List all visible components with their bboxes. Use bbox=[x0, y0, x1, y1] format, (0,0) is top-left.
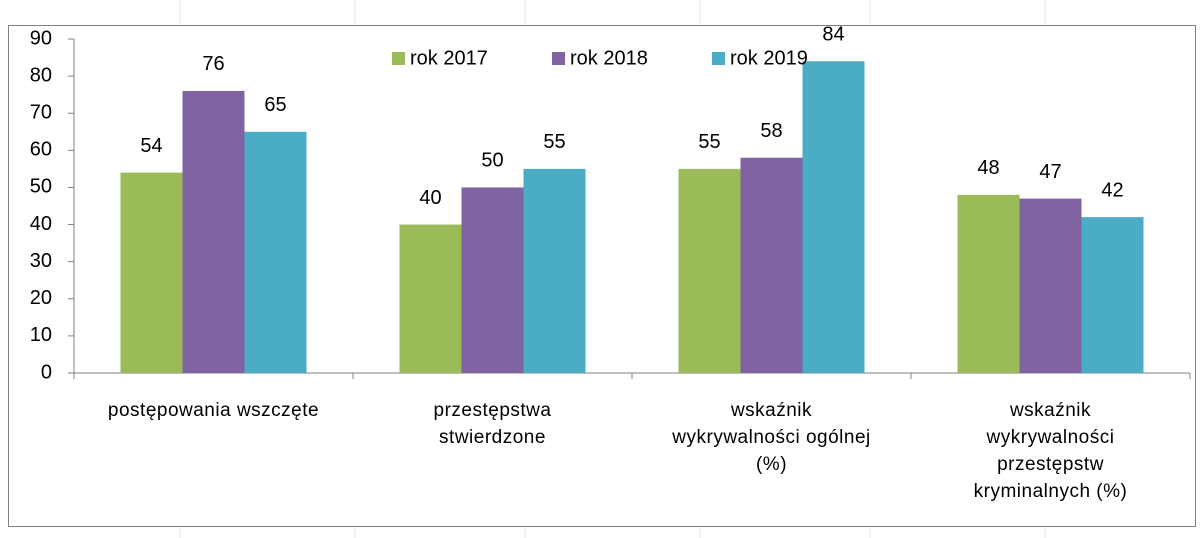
bar bbox=[802, 61, 865, 374]
y-tick-label: 10 bbox=[30, 324, 52, 346]
bar bbox=[1019, 198, 1082, 373]
bar bbox=[244, 131, 307, 373]
y-tick-label: 20 bbox=[30, 287, 52, 309]
bar bbox=[399, 224, 462, 373]
bar bbox=[461, 187, 524, 373]
x-tick-label: przestępstwa stwierdzone bbox=[433, 400, 552, 448]
x-tick-label: wskaźnik wykrywalności przestępstw krymi… bbox=[973, 400, 1128, 502]
y-tick-label: 80 bbox=[30, 64, 52, 86]
bar bbox=[120, 172, 183, 373]
bar bbox=[740, 157, 803, 373]
y-tick-label: 40 bbox=[30, 213, 52, 235]
data-label: 42 bbox=[1101, 179, 1123, 201]
data-label: 47 bbox=[1039, 161, 1061, 183]
data-label: 40 bbox=[419, 187, 441, 209]
legend-label: rok 2017 bbox=[410, 47, 488, 69]
y-tick-label: 50 bbox=[30, 176, 52, 198]
legend-label: rok 2019 bbox=[730, 47, 808, 69]
background-lines bbox=[179, 0, 1046, 538]
data-label: 48 bbox=[977, 157, 999, 179]
bar bbox=[678, 168, 741, 373]
y-tick-label: 90 bbox=[30, 27, 52, 49]
y-tick-label: 0 bbox=[41, 361, 52, 383]
bar bbox=[182, 90, 245, 373]
y-tick-label: 30 bbox=[30, 250, 52, 272]
legend-label: rok 2018 bbox=[570, 47, 648, 69]
data-label: 58 bbox=[760, 120, 782, 142]
data-label: 55 bbox=[698, 131, 720, 153]
y-tick-label: 70 bbox=[30, 102, 52, 124]
legend-swatch bbox=[392, 52, 405, 65]
bar bbox=[523, 168, 586, 373]
legend-swatch bbox=[552, 52, 565, 65]
y-tick-label: 60 bbox=[30, 139, 52, 161]
chart-frame bbox=[8, 25, 1196, 527]
x-tick-label: wskaźnik wykrywalności ogólnej (%) bbox=[672, 400, 871, 475]
data-label: 84 bbox=[822, 24, 844, 46]
legend-swatch bbox=[712, 52, 725, 65]
bar bbox=[957, 194, 1020, 373]
data-label: 65 bbox=[264, 94, 286, 116]
data-label: 54 bbox=[140, 135, 162, 157]
data-label: 55 bbox=[543, 131, 565, 153]
data-label: 50 bbox=[481, 150, 503, 172]
bar bbox=[1081, 217, 1144, 373]
data-label: 76 bbox=[202, 53, 224, 75]
x-tick-label: postępowania wszczęte bbox=[107, 400, 320, 421]
